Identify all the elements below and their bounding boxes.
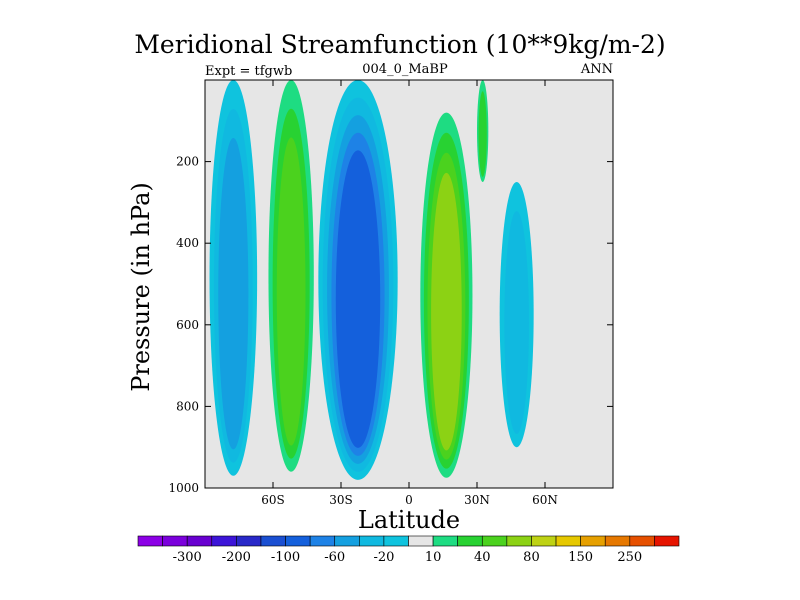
colorbar-label: 40: [474, 550, 491, 565]
y-tick-label: 400: [176, 236, 199, 250]
cell-sh-ferrel-positive: [268, 80, 314, 472]
x-tick-label: 30S: [329, 493, 353, 507]
x-tick-label: 30N: [464, 493, 490, 507]
x-tick-label: 60S: [261, 493, 285, 507]
x-tick-label: 60N: [532, 493, 558, 507]
colorbar-box: [531, 535, 557, 547]
case-label: 004_0_MaBP: [362, 62, 448, 77]
colorbar-box: [408, 535, 434, 547]
colorbar-label: -200: [222, 550, 251, 565]
colorbar-box: [186, 535, 213, 547]
colorbar-box: [137, 535, 163, 547]
contour-band: [218, 138, 249, 450]
contour-band: [276, 137, 306, 446]
y-tick-label: 200: [176, 155, 199, 169]
colorbar-label: 150: [568, 550, 593, 565]
cell-nh-ferrel-negative: [499, 182, 534, 448]
colorbar-box: [629, 535, 655, 547]
colorbar-box: [211, 535, 237, 547]
colorbar-label: 250: [617, 550, 642, 565]
colorbar-box: [260, 535, 286, 547]
colorbar-label: -100: [271, 550, 300, 565]
contour-band: [504, 211, 529, 434]
y-tick-label: 1000: [168, 481, 199, 495]
contour-band: [335, 150, 381, 448]
colorbar-label: 10: [425, 550, 442, 565]
cell-nh-tropopause-positive: [477, 80, 489, 182]
chart-title: Meridional Streamfunction (10**9kg/m-2): [134, 30, 666, 59]
colorbar-label: -300: [173, 550, 202, 565]
colorbar-box: [334, 535, 360, 547]
colorbar-box: [285, 535, 311, 547]
experiment-label: Expt = tfgwb: [205, 64, 293, 79]
colorbar-box: [162, 535, 188, 547]
colorbar-box: [506, 535, 532, 547]
season-label: ANN: [580, 62, 613, 77]
contour-band: [478, 91, 487, 177]
colorbar-box: [457, 535, 483, 547]
cell-sh-polar-negative: [209, 80, 258, 476]
colorbar-label: -60: [324, 550, 345, 565]
cell-sh-hadley-negative: [318, 80, 398, 480]
y-tick-label: 800: [176, 399, 199, 413]
colorbar-box: [309, 535, 336, 547]
colorbar-box: [359, 535, 385, 547]
colorbar-label: -20: [373, 550, 394, 565]
colorbar-label: 80: [523, 550, 540, 565]
x-axis-title: Latitude: [357, 506, 461, 534]
colorbar-box: [555, 535, 581, 547]
colorbar-box: [383, 535, 409, 547]
contour-band: [431, 172, 462, 451]
colorbar-box: [481, 535, 508, 547]
colorbar-box: [654, 535, 680, 547]
colorbar-box: [580, 535, 606, 547]
y-tick-label: 600: [176, 318, 199, 332]
x-tick-label: 0: [405, 493, 413, 507]
cell-nh-hadley-positive: [420, 112, 473, 478]
colorbar-box: [604, 535, 631, 547]
colorbar-box: [236, 535, 262, 547]
colorbar-box: [432, 535, 458, 547]
